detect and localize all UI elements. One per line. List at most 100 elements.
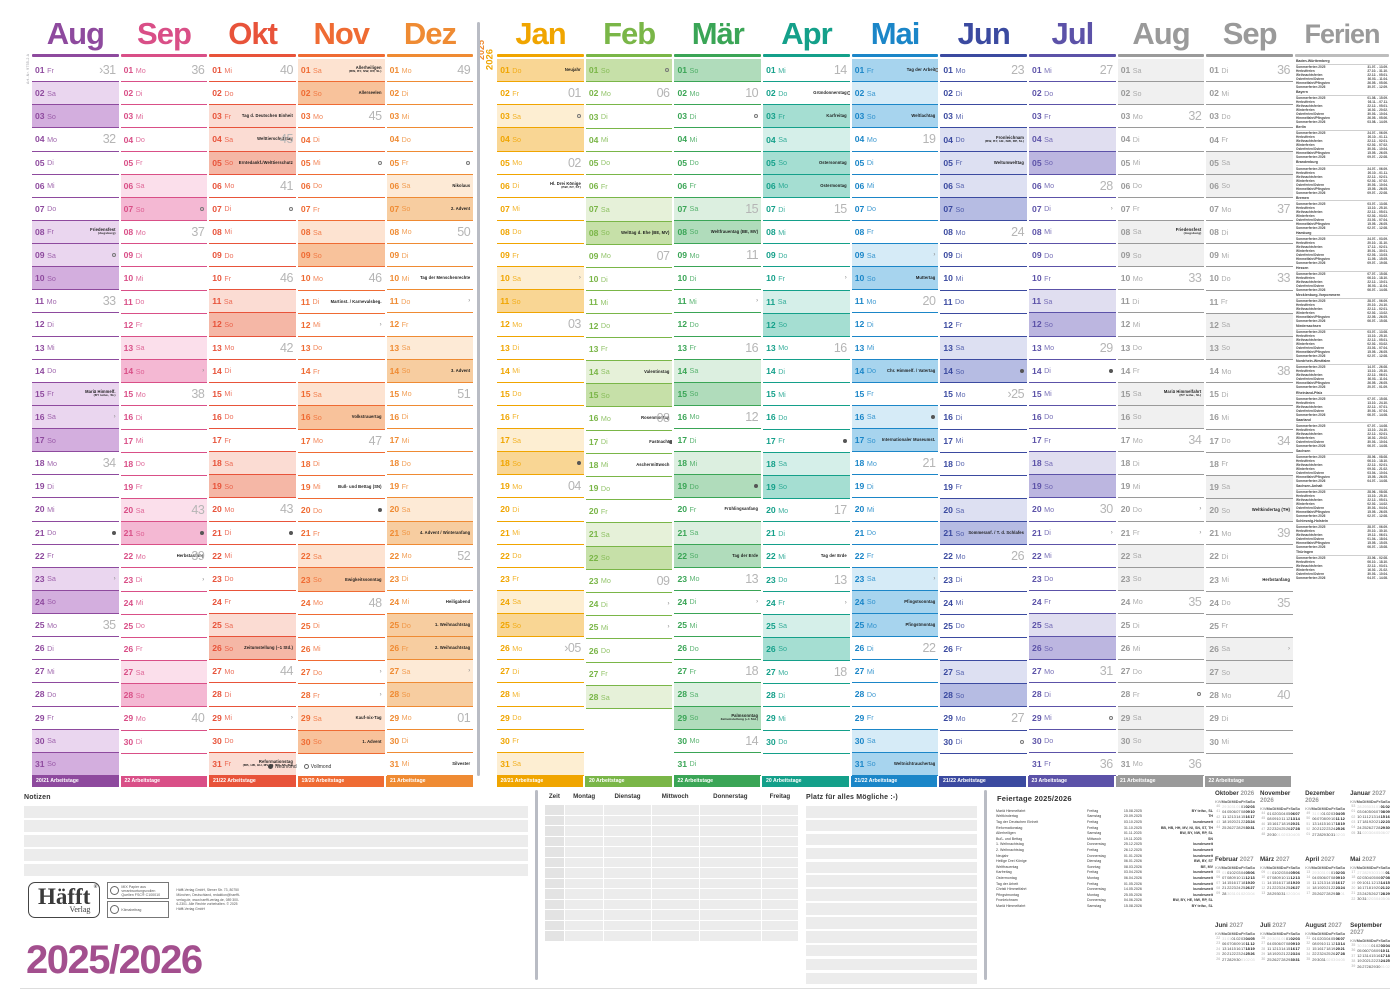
- day-cell[interactable]: 26 Mo ›05: [497, 637, 584, 661]
- day-cell[interactable]: 04 Sa: [763, 128, 850, 152]
- timetable-cell[interactable]: [603, 909, 652, 921]
- write-line[interactable]: [24, 849, 528, 862]
- day-cell[interactable]: 22 Mo 26: [940, 545, 1028, 569]
- day-cell[interactable]: 03 So: [32, 105, 119, 129]
- day-cell[interactable]: 12 Mi ›: [297, 314, 385, 337]
- day-cell[interactable]: 15 Fr: [851, 383, 939, 406]
- day-cell[interactable]: 19 Do: [585, 477, 673, 501]
- day-cell[interactable]: 11 Di Martinst. / Karnevalsbeg.: [297, 291, 385, 314]
- day-cell[interactable]: 04 Do: [120, 128, 208, 152]
- day-cell[interactable]: 09 Do: [209, 244, 296, 268]
- day-cell[interactable]: 08 Mi: [209, 221, 296, 244]
- day-cell[interactable]: 31 So Weltnichtrauchertag: [851, 752, 939, 776]
- day-cell[interactable]: 28 So: [120, 684, 208, 708]
- day-cell[interactable]: 29 Mi: [763, 707, 850, 731]
- day-cell[interactable]: 21 Fr: [297, 522, 385, 546]
- write-line[interactable]: [806, 847, 977, 860]
- day-cell[interactable]: 03 So Weltlachtag: [851, 105, 939, 129]
- timetable-cell[interactable]: [603, 877, 652, 889]
- day-cell[interactable]: 05 Mo 02: [497, 152, 584, 175]
- timetable-cell[interactable]: [544, 814, 565, 826]
- timetable-cell[interactable]: [650, 846, 700, 858]
- write-line[interactable]: [806, 806, 977, 818]
- day-cell[interactable]: 17 Mo 34: [1117, 429, 1205, 453]
- timetable-row[interactable]: [544, 804, 800, 816]
- day-cell[interactable]: 13 Mi: [851, 337, 939, 360]
- day-cell[interactable]: 11 Do: [120, 291, 208, 314]
- day-cell[interactable]: 15 Mi: [763, 383, 850, 407]
- timetable-row[interactable]: [544, 919, 800, 931]
- day-cell[interactable]: 30 Fr: [497, 730, 584, 753]
- day-cell[interactable]: 26 Do: [585, 639, 673, 663]
- day-cell[interactable]: 04 Sa Welttierschutztag 45: [209, 128, 296, 152]
- day-cell[interactable]: 27 Fr: [585, 663, 673, 686]
- timetable-cell[interactable]: [650, 804, 700, 816]
- day-cell[interactable]: 13 Do: [297, 337, 385, 361]
- day-cell[interactable]: 12 Do: [674, 313, 762, 337]
- day-cell[interactable]: 12 So: [763, 313, 850, 337]
- day-cell[interactable]: 03 Mo 32: [1117, 105, 1205, 129]
- timetable-cell[interactable]: [563, 888, 605, 900]
- day-cell[interactable]: 15 Mo ›25: [940, 383, 1028, 407]
- day-cell[interactable]: 28 Di: [209, 683, 296, 707]
- timetable-cell[interactable]: [760, 814, 800, 826]
- day-cell[interactable]: 28 Do: [851, 683, 939, 707]
- day-cell[interactable]: 18 Do: [120, 453, 208, 476]
- day-cell[interactable]: 01 Fr Tag der Arbeit: [851, 59, 939, 83]
- day-cell[interactable]: 06 Sa: [940, 174, 1028, 198]
- day-cell[interactable]: 23 Do 13: [763, 568, 850, 592]
- day-cell[interactable]: 03 Di: [585, 105, 673, 129]
- day-cell[interactable]: 14 Di: [209, 360, 296, 383]
- day-cell[interactable]: 17 So: [32, 429, 119, 453]
- day-cell[interactable]: 01 So: [674, 59, 762, 83]
- day-cell[interactable]: 16 Mi: [1206, 406, 1293, 430]
- day-cell[interactable]: 19 Fr: [120, 476, 208, 499]
- day-cell[interactable]: 08 Mo 37: [120, 221, 208, 245]
- day-cell[interactable]: 16 Di: [386, 406, 474, 429]
- day-cell[interactable]: 14 Do Chr. Himmelf. / Vatertag: [851, 359, 939, 383]
- timetable-cell[interactable]: [650, 877, 700, 889]
- day-cell[interactable]: 14 Fr: [297, 360, 385, 384]
- day-cell[interactable]: 04 Di: [297, 128, 385, 152]
- day-cell[interactable]: 16 Sa ›: [32, 405, 119, 429]
- day-cell[interactable]: 23 Mo 09: [585, 570, 673, 594]
- day-cell[interactable]: 19 So: [763, 475, 850, 499]
- day-cell[interactable]: 28 Mo 40: [1206, 684, 1293, 708]
- timetable-cell[interactable]: [650, 930, 700, 942]
- day-cell[interactable]: 24 Fr: [1029, 591, 1116, 614]
- day-cell[interactable]: 24 So: [32, 590, 119, 614]
- day-cell[interactable]: 24 Sa: [497, 590, 584, 614]
- day-cell[interactable]: 25 Di: [297, 615, 385, 638]
- day-cell[interactable]: 18 Do: [386, 452, 474, 476]
- day-cell[interactable]: 28 Fr ›: [297, 684, 385, 708]
- day-cell[interactable]: 18 Sa: [209, 452, 296, 476]
- timetable-cell[interactable]: [650, 898, 700, 910]
- write-line[interactable]: [806, 944, 977, 957]
- day-cell[interactable]: 03 Fr: [1029, 105, 1116, 129]
- day-cell[interactable]: 09 Di: [120, 244, 208, 268]
- day-cell[interactable]: 14 So 3. Advent: [386, 359, 474, 383]
- day-cell[interactable]: 07 Sa: [585, 198, 673, 222]
- timetable-row[interactable]: [544, 867, 800, 879]
- write-line[interactable]: [806, 958, 977, 971]
- day-cell[interactable]: 24 Mi: [940, 592, 1028, 615]
- timetable-cell[interactable]: [760, 835, 800, 847]
- day-cell[interactable]: 26 So: [1029, 637, 1116, 661]
- day-cell[interactable]: 09 So: [1117, 244, 1205, 268]
- day-cell[interactable]: 14 Di: [763, 360, 850, 384]
- day-cell[interactable]: 13 Mo 42: [209, 337, 296, 360]
- day-cell[interactable]: 04 Fr: [1206, 128, 1293, 152]
- day-cell[interactable]: 27 Di: [497, 660, 584, 684]
- day-cell[interactable]: 12 Do: [585, 314, 673, 338]
- day-cell[interactable]: 21 Di: [763, 522, 850, 546]
- day-cell[interactable]: 05 So Erntedankf./Welttierschutz: [209, 151, 296, 175]
- day-cell[interactable]: 20 Sa: [940, 498, 1028, 523]
- day-cell[interactable]: 17 Mi: [120, 430, 208, 453]
- day-cell[interactable]: 26 Mi: [1117, 637, 1205, 661]
- day-cell[interactable]: 22 Di: [1206, 545, 1293, 569]
- day-cell[interactable]: 02 Fr 01: [497, 82, 584, 106]
- day-cell[interactable]: 30 Mi: [1206, 731, 1293, 754]
- day-cell[interactable]: 12 Mi: [1117, 313, 1205, 337]
- day-cell[interactable]: 03 Fr Karfreitag: [763, 105, 850, 129]
- day-cell[interactable]: 24 Di ›: [585, 593, 673, 617]
